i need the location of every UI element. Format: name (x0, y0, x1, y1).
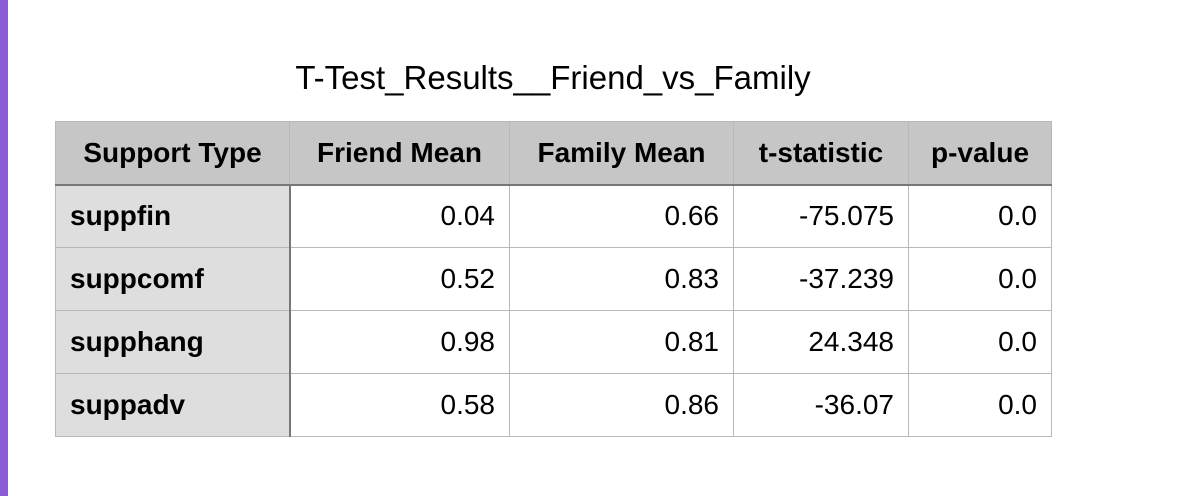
row-label: suppfin (55, 184, 291, 248)
t-statistic-cell: -36.07 (733, 373, 909, 437)
table-row: suppadv 0.58 0.86 -36.07 0.0 (55, 373, 1052, 437)
friend-mean-cell: 0.04 (289, 184, 510, 248)
friend-mean-cell: 0.52 (289, 247, 510, 311)
t-statistic-cell: 24.348 (733, 310, 909, 374)
table-row: suppfin 0.04 0.66 -75.075 0.0 (55, 184, 1052, 248)
column-header-t-statistic: t-statistic (733, 121, 909, 186)
column-header-family-mean: Family Mean (509, 121, 734, 186)
t-test-results-table: Support Type Friend Mean Family Mean t-s… (55, 121, 1052, 437)
left-accent-bar (0, 0, 8, 496)
family-mean-cell: 0.86 (509, 373, 734, 437)
table-row: suppcomf 0.52 0.83 -37.239 0.0 (55, 247, 1052, 311)
friend-mean-cell: 0.98 (289, 310, 510, 374)
p-value-cell: 0.0 (908, 247, 1052, 311)
row-label: suppadv (55, 373, 291, 437)
table-title: T-Test_Results__Friend_vs_Family (295, 59, 811, 96)
p-value-cell: 0.0 (908, 373, 1052, 437)
table-row: supphang 0.98 0.81 24.348 0.0 (55, 310, 1052, 374)
family-mean-cell: 0.83 (509, 247, 734, 311)
t-statistic-cell: -75.075 (733, 184, 909, 248)
table-header-row: Support Type Friend Mean Family Mean t-s… (55, 121, 1052, 186)
p-value-cell: 0.0 (908, 184, 1052, 248)
p-value-cell: 0.0 (908, 310, 1052, 374)
column-header-friend-mean: Friend Mean (289, 121, 510, 186)
column-header-p-value: p-value (908, 121, 1052, 186)
friend-mean-cell: 0.58 (289, 373, 510, 437)
t-statistic-cell: -37.239 (733, 247, 909, 311)
row-label: suppcomf (55, 247, 291, 311)
family-mean-cell: 0.81 (509, 310, 734, 374)
family-mean-cell: 0.66 (509, 184, 734, 248)
column-header-support-type: Support Type (55, 121, 290, 186)
row-label: supphang (55, 310, 291, 374)
